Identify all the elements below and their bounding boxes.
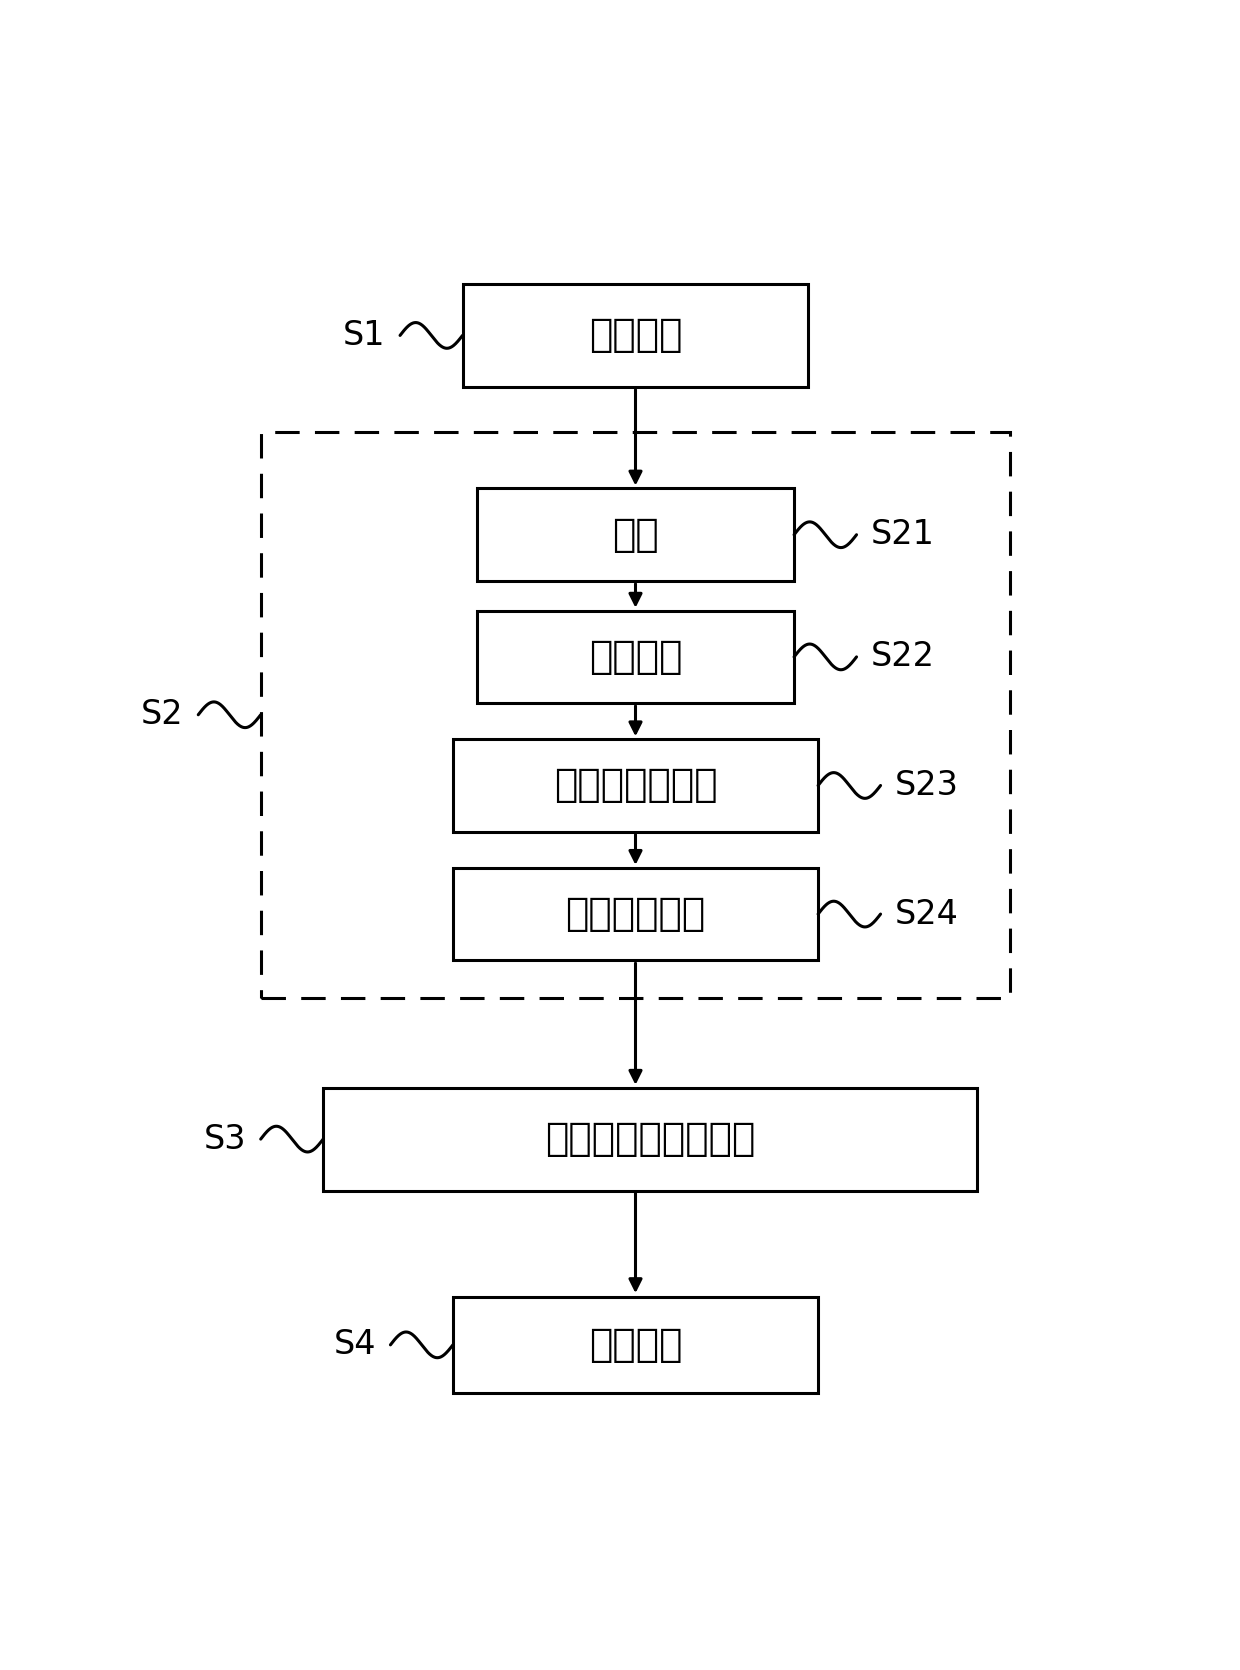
- Text: 基线漂移处理: 基线漂移处理: [565, 895, 706, 934]
- Text: S24: S24: [895, 897, 959, 930]
- Text: 寿命评估: 寿命评估: [589, 1326, 682, 1364]
- Bar: [453, 868, 818, 960]
- Text: 峰值提取: 峰值提取: [589, 638, 682, 676]
- Text: S1: S1: [343, 319, 386, 352]
- Bar: [453, 1296, 818, 1393]
- Text: S3: S3: [203, 1122, 247, 1156]
- Text: 获取数据: 获取数据: [589, 316, 682, 354]
- Bar: [477, 611, 794, 703]
- Bar: [260, 433, 1011, 997]
- Text: S22: S22: [870, 640, 935, 673]
- Text: S4: S4: [334, 1328, 376, 1361]
- Bar: [324, 1087, 977, 1191]
- Bar: [477, 488, 794, 581]
- Text: 雨流法应力循环统计: 雨流法应力循环统计: [544, 1121, 755, 1157]
- Text: S21: S21: [870, 518, 935, 551]
- Bar: [453, 740, 818, 832]
- Text: 滤波: 滤波: [613, 516, 658, 554]
- Text: S23: S23: [895, 768, 959, 802]
- Text: 小应力循环过滤: 小应力循环过滤: [554, 767, 717, 805]
- Bar: [463, 284, 808, 387]
- Text: S2: S2: [141, 698, 184, 731]
